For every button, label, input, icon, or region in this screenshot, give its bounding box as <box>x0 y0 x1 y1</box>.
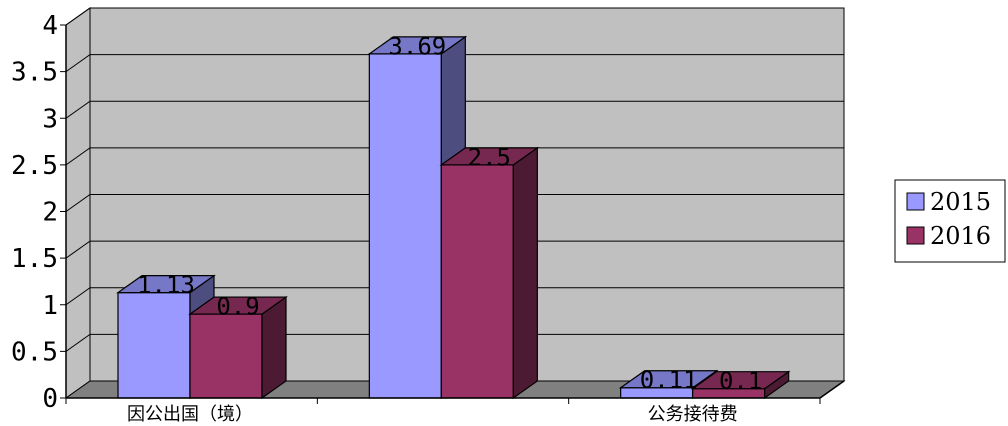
legend-label-2016: 2016 <box>930 222 991 250</box>
y-tick-label: 1.5 <box>11 244 58 274</box>
y-tick-label: 2 <box>42 198 58 228</box>
x-axis: 因公出国（境） 公务接待费 <box>65 380 845 425</box>
y-axis: 0 0.5 1 1.5 2 2.5 3 3.5 4 <box>11 11 67 414</box>
bar-side-2016 <box>512 146 538 400</box>
bar-2016 <box>440 164 514 399</box>
gridlines <box>65 7 844 352</box>
bar-2015 <box>368 53 442 399</box>
gridline <box>65 240 844 259</box>
gridline <box>65 100 844 119</box>
y-tick-label: 0.5 <box>11 337 58 367</box>
y-tick-label: 4 <box>42 11 58 41</box>
data-label: 2.5 <box>468 143 511 171</box>
y-tick-label: 3 <box>42 104 58 134</box>
bar-top-2016 <box>690 371 791 390</box>
y-tick-label: 2.5 <box>11 151 58 181</box>
data-label: 0.11 <box>640 366 698 394</box>
bar-2015 <box>117 292 191 399</box>
gridline <box>65 147 844 166</box>
bar-top-2015 <box>367 36 468 55</box>
y-tick-label: 3.5 <box>11 58 58 88</box>
bar-top-2016 <box>188 296 288 315</box>
data-label: 0.1 <box>719 367 762 395</box>
legend-swatch-2016 <box>906 226 925 245</box>
gridline <box>65 287 844 306</box>
bar-top-2015 <box>116 275 216 294</box>
data-label: 1.13 <box>137 271 195 299</box>
y-tick-label: 0 <box>42 384 58 414</box>
x-category-label: 因公出国（境） <box>127 404 253 425</box>
gridline <box>65 333 844 352</box>
data-labels: 1.13 0.9 3.69 2.5 0.11 0.1 <box>137 32 762 395</box>
bar-top-2016 <box>439 147 540 166</box>
y-tick-label: 1 <box>42 291 58 321</box>
bar-2016 <box>189 313 263 399</box>
legend-swatch-2015 <box>906 192 925 211</box>
legend: 2015 2016 <box>894 179 1006 263</box>
bars <box>116 35 791 400</box>
data-label: 3.69 <box>388 32 446 60</box>
data-label: 0.9 <box>216 293 259 321</box>
x-category-label: 公务接待费 <box>648 404 738 425</box>
x-axis-depth-line <box>819 380 845 399</box>
legend-label-2015: 2015 <box>930 188 991 216</box>
gridline <box>65 54 844 73</box>
gridline <box>65 7 844 26</box>
bar-top-2015 <box>618 370 719 389</box>
gridline <box>65 194 844 212</box>
